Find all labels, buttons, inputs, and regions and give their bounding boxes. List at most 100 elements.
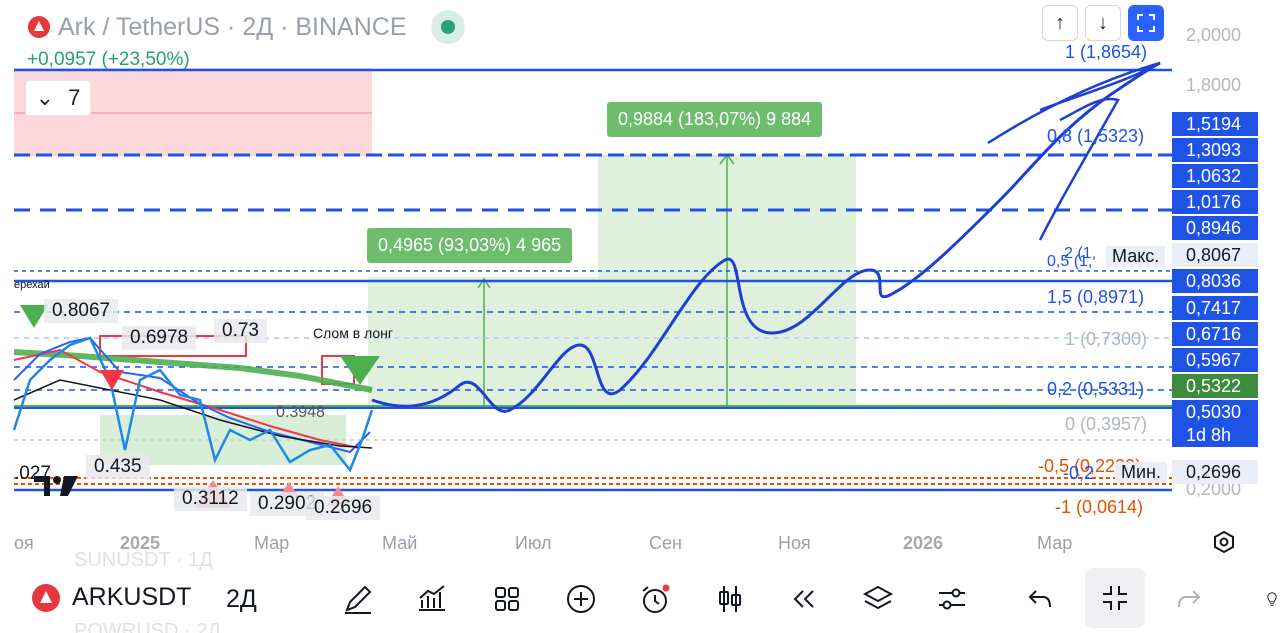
plus-circle-icon: [567, 585, 595, 613]
price-annotation-0-3948: 0.3948: [276, 404, 325, 421]
time-tick: 2026: [903, 533, 944, 553]
alerts-button[interactable]: [632, 576, 678, 622]
measure-label-large[interactable]: 0,9884 (183,07%) 9 884: [607, 102, 823, 137]
sell-signal-1: [20, 305, 48, 328]
ma-blue: [13, 336, 371, 454]
chart-type-button[interactable]: [707, 576, 753, 622]
ghost-symbol-below: POWRUSD · 2Д: [74, 620, 221, 633]
price-annotation-0-6978: 0.6978: [122, 326, 197, 350]
price-annotation-0-435: 0.435: [86, 455, 150, 479]
price-tag: 1,5194: [1172, 112, 1258, 136]
replay-button[interactable]: [781, 576, 827, 622]
price-annotation-0-8067: 0.8067: [44, 299, 119, 323]
note-break-long: Слом в лонг: [313, 325, 394, 341]
object-tree-button[interactable]: [855, 576, 901, 622]
ark-logo-icon: [32, 583, 60, 612]
interval-selector[interactable]: 2Д: [226, 585, 257, 613]
price-tag: 1,0176: [1172, 190, 1258, 214]
time-tick: Сен: [649, 533, 682, 553]
chevron-down-icon: ⌄: [35, 85, 55, 110]
collapse-icon: [1103, 586, 1127, 610]
min-label: Мин.: [1115, 462, 1167, 483]
price-tag: 0,8946: [1172, 216, 1258, 240]
price-tick: 2,0000: [1186, 25, 1242, 45]
forecast-path: [371, 61, 1161, 413]
tradingview-logo-icon: [34, 474, 80, 498]
fib-label-0-2: 0,2 (0,5331): [1047, 379, 1145, 399]
undo-icon: [1028, 590, 1051, 608]
price-tag: 0,6716: [1172, 322, 1258, 346]
price-tick: 0,2000: [1186, 479, 1242, 499]
time-tick: оя: [14, 533, 34, 553]
alarm-clock-icon: [642, 584, 670, 613]
bar-countdown: 1d 8h: [1172, 423, 1258, 447]
layers-icon: [862, 585, 894, 610]
arrow-down-icon: ↓: [1098, 11, 1108, 34]
bottom-toolbar: [0, 565, 1280, 633]
settings-icon[interactable]: [1212, 530, 1236, 554]
price-annotation-0-73: 0.73: [214, 319, 267, 343]
price-tag-max: 0,8067: [1172, 243, 1258, 267]
fib-label-0-5: 0,5 (1,: [1047, 253, 1093, 270]
note-left: ерехай: [14, 279, 50, 291]
price-tag: 1,0632: [1172, 164, 1258, 188]
rewind-icon: [793, 590, 814, 608]
symbol-legend[interactable]: Ark / TetherUS · 2Д · BINANCE: [28, 10, 465, 44]
price-tick: 1,8000: [1186, 75, 1242, 95]
price-annotation-0-3112: 0.3112: [174, 487, 247, 511]
symbol-selector[interactable]: ARKUSDT: [32, 583, 191, 612]
price-tag: 1,3093: [1172, 138, 1258, 162]
ma-green-thick: [13, 349, 373, 393]
price-line: [12, 336, 374, 473]
redo-button[interactable]: [1166, 576, 1212, 622]
price-tag: 0,8036: [1172, 269, 1258, 293]
candlestick-icon: [719, 586, 741, 612]
redo-icon: [1178, 590, 1201, 608]
undo-button[interactable]: [1017, 576, 1063, 622]
add-button[interactable]: [558, 576, 604, 622]
drawing-tool-button[interactable]: [335, 576, 381, 622]
arrow-up-icon: ↑: [1055, 11, 1065, 34]
forecast-arrow-tail: [1038, 97, 1120, 241]
indicators-button[interactable]: [409, 576, 455, 622]
measure-arrow-small-head: [477, 277, 491, 289]
scroll-up-button[interactable]: ↑: [1042, 5, 1078, 41]
fib-label-0: 0 (0,3957): [1065, 414, 1148, 434]
lightbulb-icon: [1267, 592, 1277, 607]
time-tick: 2025: [120, 533, 161, 553]
forecast-arrow-head: [987, 61, 1161, 145]
fullscreen-icon: [1137, 14, 1155, 32]
scroll-down-button[interactable]: ↓: [1085, 5, 1121, 41]
price-tag-current: 0,5322: [1172, 374, 1258, 398]
fib-label-1-5: 1,5 (0,8971): [1047, 287, 1145, 307]
chart-indicators-icon: [419, 585, 445, 611]
price-tag: 0,7417: [1172, 296, 1258, 320]
layouts-button[interactable]: [484, 576, 530, 622]
max-label: Макс.: [1106, 246, 1166, 267]
red-triangle-small: [100, 370, 124, 390]
exit-fullscreen-button[interactable]: [1085, 568, 1145, 628]
fib-label-0-73: 1 (0,7300): [1065, 329, 1148, 349]
ma-red: [13, 348, 361, 449]
price-tag-last: 0,5030: [1172, 400, 1258, 424]
market-status-icon[interactable]: [430, 10, 465, 44]
ark-logo-icon: [28, 16, 50, 38]
price-tag-min: 0,2696: [1172, 460, 1258, 484]
fib-label-neg-1: -1 (0,0614): [1055, 497, 1144, 517]
price-tag: 0,5967: [1172, 348, 1258, 372]
fib-label-neg-0-2: -0,2: [1063, 463, 1095, 483]
measure-label-small[interactable]: 0,4965 (93,03%) 4 965: [367, 228, 573, 263]
legend-title-text: Ark / TetherUS · 2Д · BINANCE: [58, 12, 407, 41]
indicators-collapse-button[interactable]: ⌄ 7: [25, 80, 91, 116]
fullscreen-button[interactable]: [1128, 5, 1164, 41]
ideas-button[interactable]: [1252, 576, 1280, 622]
time-tick: Июл: [515, 533, 552, 553]
fib-label-0-8: 0,8 (1,5323): [1047, 126, 1145, 146]
measure-area-small: [368, 277, 598, 407]
price-annotation-0-2696: 0.2696: [306, 496, 381, 520]
sell-signal-2: [340, 356, 380, 385]
grid-icon: [495, 587, 519, 611]
chart-settings-button[interactable]: [929, 576, 975, 622]
